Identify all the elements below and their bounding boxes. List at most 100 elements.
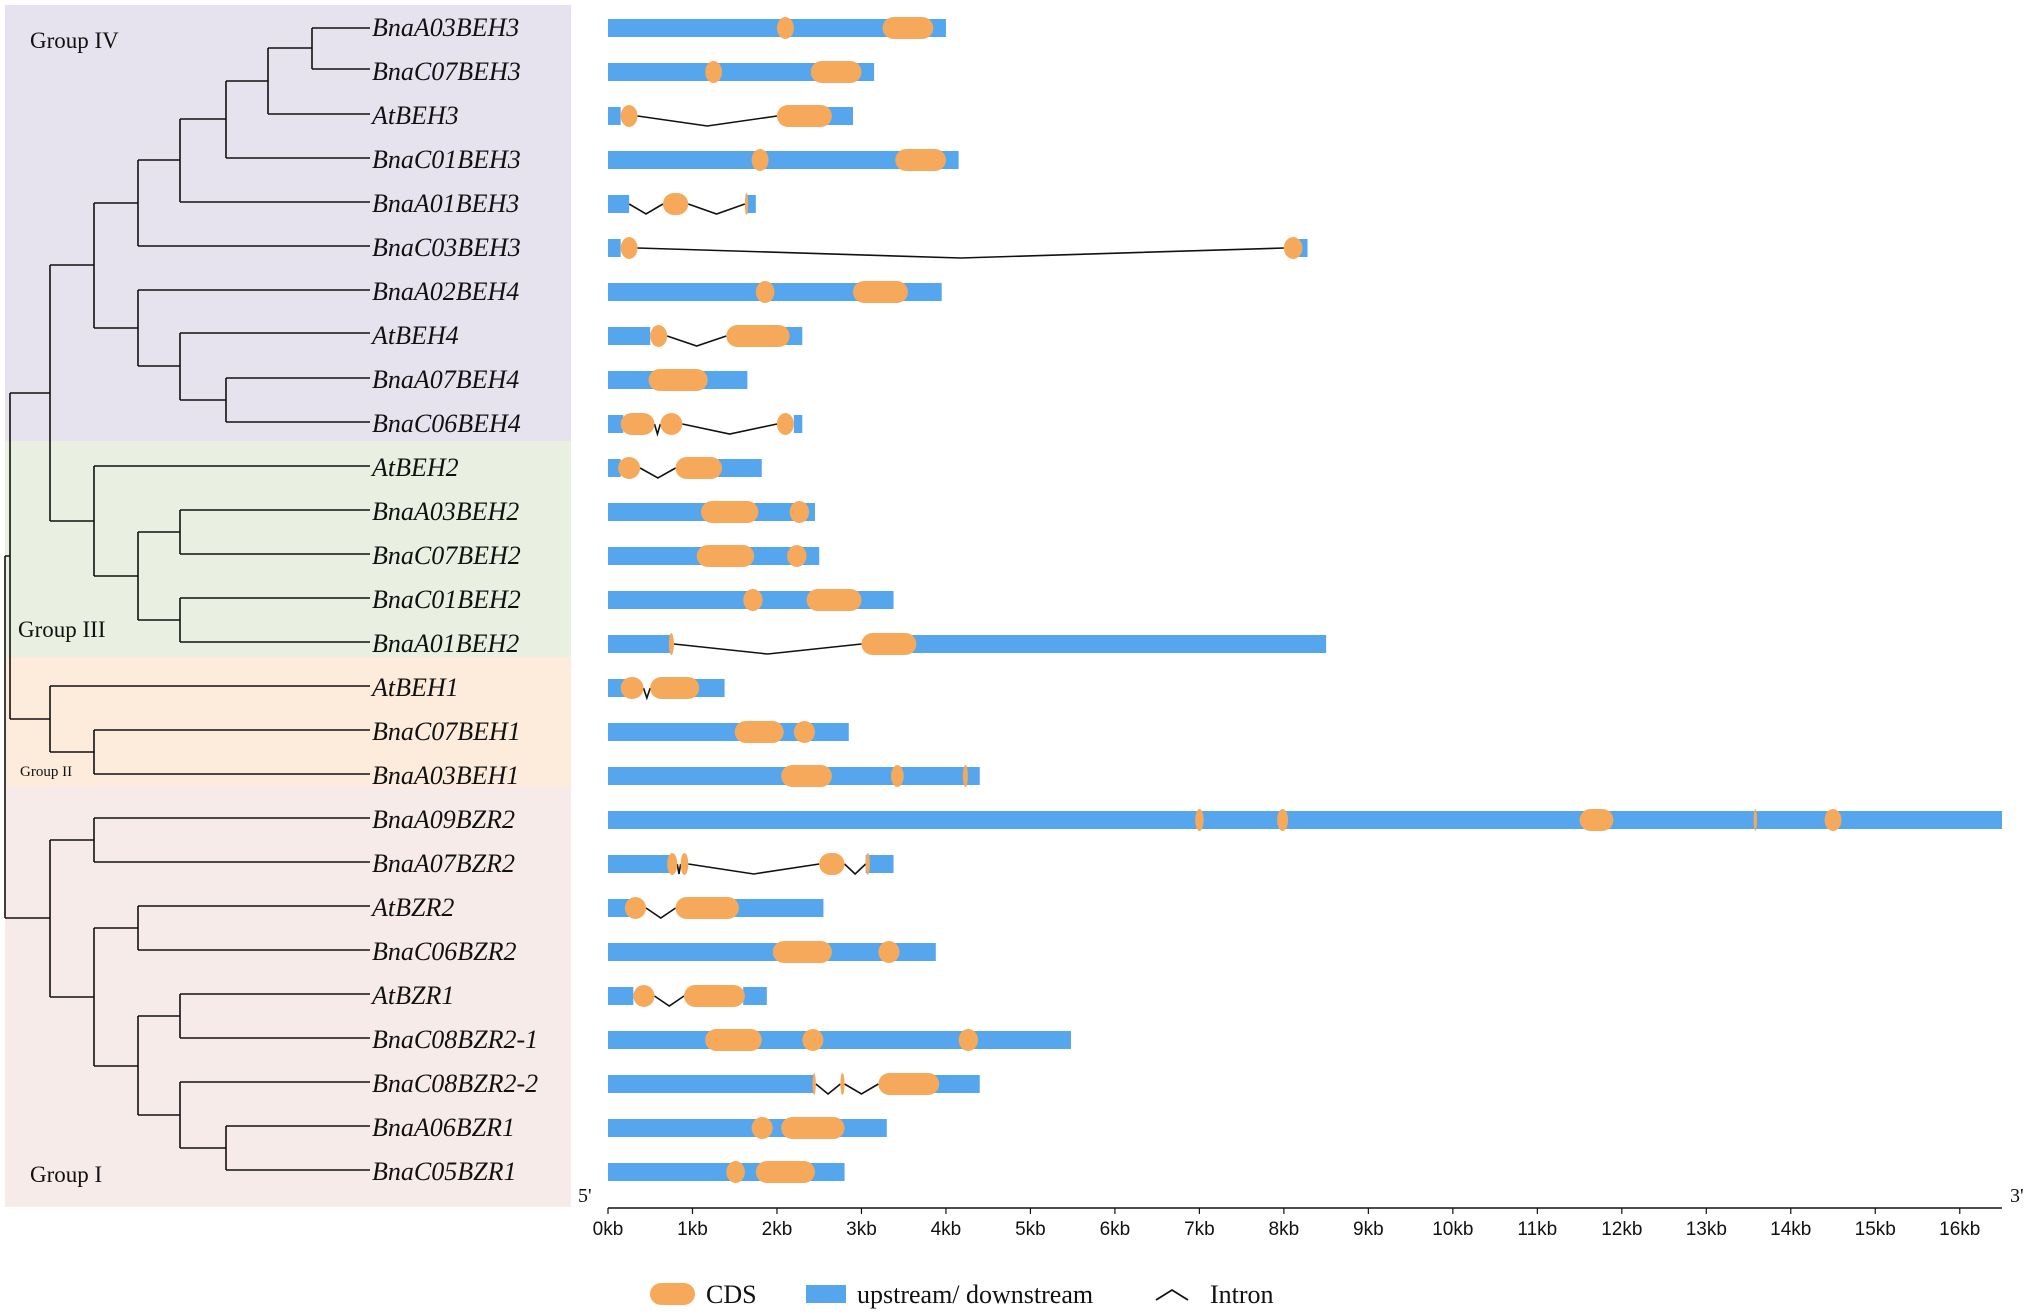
gene-label: BnaC03BEH3 (372, 233, 521, 262)
utr-block (747, 195, 756, 213)
intron-line (653, 423, 662, 437)
cds-block (668, 633, 674, 655)
intron-line (654, 995, 685, 1007)
intron-line (844, 1083, 879, 1095)
cds-block (1579, 809, 1614, 831)
gene-label: BnaC08BZR2-2 (372, 1069, 538, 1098)
cds-block (1277, 809, 1289, 831)
gene-labels: BnaA03BEH3 BnaC07BEH3 AtBEH3 BnaC01BEH3 … (370, 13, 538, 1186)
cds-block (882, 17, 934, 39)
gene-track-BnaC06BZR2 (608, 941, 936, 963)
gene-track-AtBZR2 (608, 897, 824, 919)
gene-label: AtBEH1 (370, 673, 459, 702)
utr-block (608, 723, 849, 741)
gene-track-BnaA02BEH4 (608, 281, 942, 303)
x-tick-label: 14kb (1770, 1219, 1811, 1240)
phylogenetic-tree (4, 27, 370, 1171)
utr-block (734, 899, 824, 917)
cds-block (755, 1161, 815, 1183)
x-tick-label: 0kb (593, 1219, 624, 1240)
cds-block (776, 17, 794, 39)
gene-label: BnaC06BEH4 (372, 409, 521, 438)
cds-block (895, 149, 946, 171)
cds-block (865, 853, 870, 875)
cds-block (962, 765, 968, 787)
gene-structure-tracks (608, 17, 2002, 1183)
gene-label: AtBEH2 (370, 453, 459, 482)
cds-block (684, 985, 745, 1007)
gene-track-AtBEH2 (608, 457, 762, 479)
cds-block (620, 677, 644, 699)
cds-block (806, 589, 862, 611)
legend-utr-swatch (806, 1285, 846, 1303)
gene-track-BnaA07BZR2 (608, 853, 894, 876)
cds-block (743, 589, 763, 611)
gene-label: BnaA03BEH2 (372, 497, 519, 526)
cds-block (620, 237, 638, 259)
group-ii-panel (5, 657, 571, 787)
cds-block (660, 413, 683, 435)
cds-block (819, 853, 845, 875)
intron-line (676, 863, 682, 875)
intron-line (682, 423, 778, 435)
legend-intron-label: Intron (1210, 1280, 1274, 1309)
utr-block (608, 63, 875, 81)
gene-label: BnaA02BEH4 (372, 277, 519, 306)
cds-block (726, 1161, 745, 1183)
intron-line (639, 467, 676, 479)
cds-block (789, 501, 810, 523)
utr-block (608, 195, 630, 213)
legend-cds-label: CDS (706, 1280, 757, 1309)
gene-track-BnaA09BZR2 (608, 809, 2002, 831)
gene-track-BnaC06BEH4 (608, 413, 803, 437)
tree-root (4, 555, 50, 919)
group-i-label: Group I (30, 1162, 102, 1187)
gene-label: BnaC07BEH3 (372, 57, 521, 86)
gene-label: BnaA09BZR2 (372, 805, 515, 834)
x-tick-label: 5kb (1015, 1219, 1046, 1240)
gene-track-BnaA06BZR1 (608, 1117, 887, 1139)
intron-line (687, 203, 746, 215)
intron-line (815, 1083, 841, 1096)
cds-block (781, 765, 832, 787)
gene-label: BnaA07BZR2 (372, 849, 515, 878)
gene-track-BnaC05BZR1 (608, 1161, 845, 1183)
utr-block (608, 107, 621, 125)
gene-track-BnaC03BEH3 (608, 237, 1308, 259)
cds-block (734, 721, 784, 743)
utr-block (608, 811, 2002, 829)
cds-block (648, 369, 708, 391)
intron-line (628, 203, 664, 215)
cds-block (1824, 809, 1842, 831)
group-iii-label: Group III (18, 617, 106, 642)
gene-label: BnaA06BZR1 (372, 1113, 515, 1142)
gene-track-BnaA01BEH2 (608, 633, 1327, 655)
group-iii-panel (5, 441, 571, 657)
intron-line (666, 335, 727, 347)
cds-block (1195, 809, 1204, 831)
utr-block (608, 239, 621, 257)
utr-block (912, 635, 1327, 653)
gene-track-BnaA07BEH4 (608, 369, 748, 391)
intron-line (645, 907, 677, 919)
utr-block (717, 459, 762, 477)
cds-block (853, 281, 908, 303)
gene-label: BnaC07BEH2 (372, 541, 521, 570)
cds-block (802, 1029, 824, 1051)
cds-block (751, 1117, 773, 1139)
intron-line (688, 863, 820, 875)
x-tick-label: 7kb (1184, 1219, 1215, 1240)
cds-block (618, 457, 641, 479)
cds-block (1753, 809, 1757, 831)
cds-block (878, 941, 900, 963)
gene-label: AtBEH4 (370, 321, 459, 350)
utr-block (608, 1031, 1071, 1049)
five-prime-label: 5' (578, 1185, 592, 1207)
x-tick-label: 3kb (846, 1219, 877, 1240)
cds-block (726, 325, 790, 347)
x-tick-label: 11kb (1517, 1219, 1557, 1240)
cds-block (891, 765, 904, 787)
cds-block (751, 149, 769, 171)
gene-label: BnaC07BEH1 (372, 717, 521, 746)
cds-block (755, 281, 775, 303)
